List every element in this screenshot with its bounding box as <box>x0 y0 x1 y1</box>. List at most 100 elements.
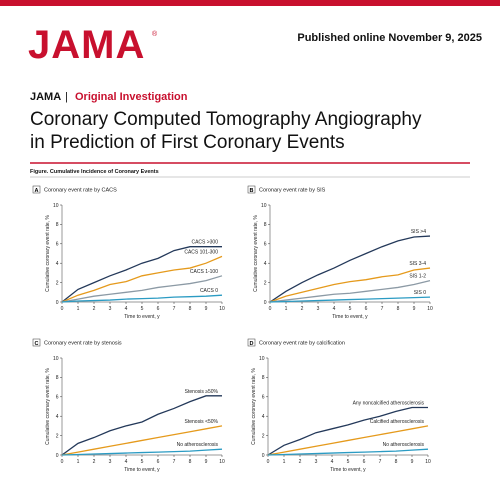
panel-letter-box <box>247 338 256 347</box>
x-tick-label: 3 <box>109 306 112 312</box>
x-tick-label: 5 <box>141 306 144 312</box>
series-line <box>269 235 431 303</box>
separator: | <box>65 91 68 103</box>
y-tick-label: 6 <box>262 395 265 401</box>
series-label: No atherosclerosis <box>177 442 219 448</box>
y-tick-label: 8 <box>264 222 267 228</box>
logo-mark: ® <box>152 30 158 38</box>
x-axis-label: Time to event, y <box>124 467 160 473</box>
panel-letter: A <box>35 188 39 194</box>
x-tick-label: 1 <box>77 459 80 465</box>
x-tick-label: 3 <box>315 459 318 465</box>
y-tick-label: 8 <box>262 375 265 381</box>
y-tick-label: 0 <box>56 300 59 306</box>
y-tick-label: 0 <box>56 453 59 459</box>
y-tick-label: 4 <box>56 414 59 420</box>
series-label: CACS >300 <box>191 240 218 246</box>
x-tick-label: 0 <box>269 306 272 312</box>
series-label: CACS 101-300 <box>184 249 218 255</box>
x-axis-label: Time to event, y <box>332 314 368 320</box>
x-tick-label: 0 <box>61 459 64 465</box>
x-tick-label: 7 <box>379 459 382 465</box>
panel-title: Coronary event rate by CACS <box>44 188 117 194</box>
series-line <box>269 267 431 303</box>
x-tick-label: 4 <box>333 306 336 312</box>
series-label: SIS 3-4 <box>409 261 426 267</box>
panel-letter-box <box>247 185 256 194</box>
series-label: Stenosis <50% <box>185 419 219 425</box>
y-tick-label: 4 <box>56 261 59 267</box>
article-title: Coronary Computed Tomography Angiography <box>30 109 422 130</box>
y-tick-label: 0 <box>264 300 267 306</box>
x-tick-label: 10 <box>219 459 225 465</box>
top-bar <box>0 0 500 6</box>
y-tick-label: 4 <box>262 414 265 420</box>
y-tick-label: 6 <box>56 395 59 401</box>
series-line <box>61 275 223 303</box>
x-tick-label: 10 <box>427 306 433 312</box>
x-tick-label: 10 <box>219 306 225 312</box>
panel-letter: D <box>250 341 254 347</box>
y-tick-label: 6 <box>56 242 59 248</box>
series-label: Stenosis ≥50% <box>185 389 219 395</box>
x-tick-label: 6 <box>157 459 160 465</box>
y-axis-label: Cumulative coronary event rate, % <box>45 215 51 292</box>
x-tick-label: 6 <box>157 306 160 312</box>
x-tick-label: 5 <box>141 459 144 465</box>
series-line <box>61 425 223 456</box>
series-line <box>61 395 222 456</box>
x-tick-label: 6 <box>363 459 366 465</box>
published-date: Published online November 9, 2025 <box>297 32 482 44</box>
x-tick-label: 3 <box>109 459 112 465</box>
x-tick-label: 7 <box>173 459 176 465</box>
y-tick-label: 10 <box>53 203 59 209</box>
x-tick-label: 1 <box>283 459 286 465</box>
x-tick-label: 9 <box>413 306 416 312</box>
x-tick-label: 5 <box>349 306 352 312</box>
y-tick-label: 6 <box>264 242 267 248</box>
y-tick-label: 2 <box>264 280 267 286</box>
panel-title: Coronary event rate by stenosis <box>44 341 122 347</box>
x-tick-label: 3 <box>317 306 320 312</box>
x-tick-label: 4 <box>125 459 128 465</box>
y-axis-label: Cumulative coronary event rate, % <box>251 368 257 445</box>
panel-title: Coronary event rate by SIS <box>259 188 326 194</box>
x-tick-label: 5 <box>347 459 350 465</box>
series-label: SIS 1-2 <box>409 274 426 280</box>
article-title: in Prediction of First Coronary Events <box>30 132 345 153</box>
x-tick-label: 8 <box>189 459 192 465</box>
series-label: No atherosclerosis <box>383 442 425 448</box>
x-tick-label: 8 <box>397 306 400 312</box>
series-line <box>61 448 223 456</box>
series-line <box>61 246 222 303</box>
y-tick-label: 2 <box>56 280 59 286</box>
y-tick-label: 2 <box>262 433 265 439</box>
y-tick-label: 10 <box>261 203 267 209</box>
panel-letter-box <box>32 338 41 347</box>
section: Original Investigation <box>75 91 188 103</box>
x-tick-label: 0 <box>267 459 270 465</box>
series-line <box>267 406 428 456</box>
x-tick-label: 8 <box>395 459 398 465</box>
series-label: CACS 0 <box>200 288 218 294</box>
series-line <box>269 280 431 303</box>
series-label: SIS 0 <box>414 290 426 296</box>
logo: JAMA <box>28 23 145 67</box>
y-tick-label: 2 <box>56 433 59 439</box>
y-tick-label: 4 <box>264 261 267 267</box>
series-line <box>267 448 429 456</box>
x-tick-label: 2 <box>299 459 302 465</box>
x-tick-label: 4 <box>331 459 334 465</box>
series-line <box>267 425 429 456</box>
x-tick-label: 6 <box>365 306 368 312</box>
y-tick-label: 0 <box>262 453 265 459</box>
panel-letter: B <box>250 188 254 194</box>
x-axis-label: Time to event, y <box>124 314 160 320</box>
series-line <box>61 294 223 303</box>
x-tick-label: 0 <box>61 306 64 312</box>
x-tick-label: 2 <box>93 306 96 312</box>
x-tick-label: 2 <box>301 306 304 312</box>
x-tick-label: 8 <box>189 306 192 312</box>
x-tick-label: 9 <box>205 306 208 312</box>
